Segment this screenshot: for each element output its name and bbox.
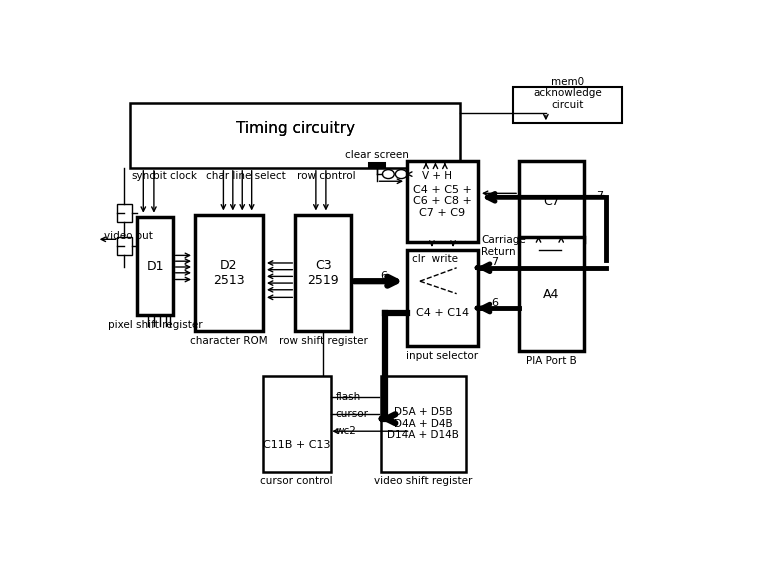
Text: PIA Port B: PIA Port B [526,356,577,366]
Text: sync: sync [131,171,155,181]
Text: input selector: input selector [407,351,479,361]
Text: cursor control: cursor control [261,476,333,487]
Text: row control: row control [296,171,355,181]
Text: wc2: wc2 [335,426,356,436]
Text: Carriage
Return: Carriage Return [481,235,526,257]
Bar [295,215,351,331]
Text: cursor: cursor [335,409,369,419]
Text: mem0: mem0 [551,77,584,87]
Text: video shift register: video shift register [374,476,473,487]
Bar [117,204,132,222]
Text: Timing circuitry: Timing circuitry [236,121,355,136]
Bar [131,103,461,168]
Text: 7: 7 [596,191,603,201]
Bar [407,161,478,241]
Text: bit clock: bit clock [153,171,197,181]
Text: D1: D1 [147,260,164,273]
Bar [513,88,622,123]
Text: D5A + D5B
D4A + D4B
D14A + D14B: D5A + D5B D4A + D4B D14A + D14B [388,407,459,440]
Text: C4 + C14: C4 + C14 [416,308,469,318]
Text: 7: 7 [491,258,498,267]
Text: Timing circuitry: Timing circuitry [236,121,355,136]
Text: C4 + C5 +
C6 + C8 +
C7 + C9: C4 + C5 + C6 + C8 + C7 + C9 [413,185,472,218]
Text: char line select: char line select [206,171,286,181]
Text: 6: 6 [491,298,498,308]
Text: V + H: V + H [422,171,451,181]
Text: pixel shift register: pixel shift register [108,320,202,330]
Text: C7: C7 [543,195,560,208]
Bar [263,375,331,472]
Bar [407,251,478,346]
Text: flash: flash [335,392,360,401]
Text: video out: video out [104,231,153,241]
Text: C11B + C13: C11B + C13 [263,440,331,450]
Bar [195,215,263,331]
Bar [519,237,584,351]
Text: clear screen: clear screen [344,150,408,160]
Bar [138,217,173,316]
Bar [519,161,584,241]
Text: row shift register: row shift register [279,336,368,346]
Text: D2
2513: D2 2513 [214,259,245,287]
Text: 6: 6 [380,271,387,281]
Bar [381,375,466,472]
Text: C3
2519: C3 2519 [308,259,339,287]
Text: A4: A4 [543,288,559,300]
Text: character ROM: character ROM [190,336,268,346]
Text: acknowledge
circuit: acknowledge circuit [534,88,602,110]
Bar [117,237,132,255]
Text: clr  write: clr write [412,253,458,263]
